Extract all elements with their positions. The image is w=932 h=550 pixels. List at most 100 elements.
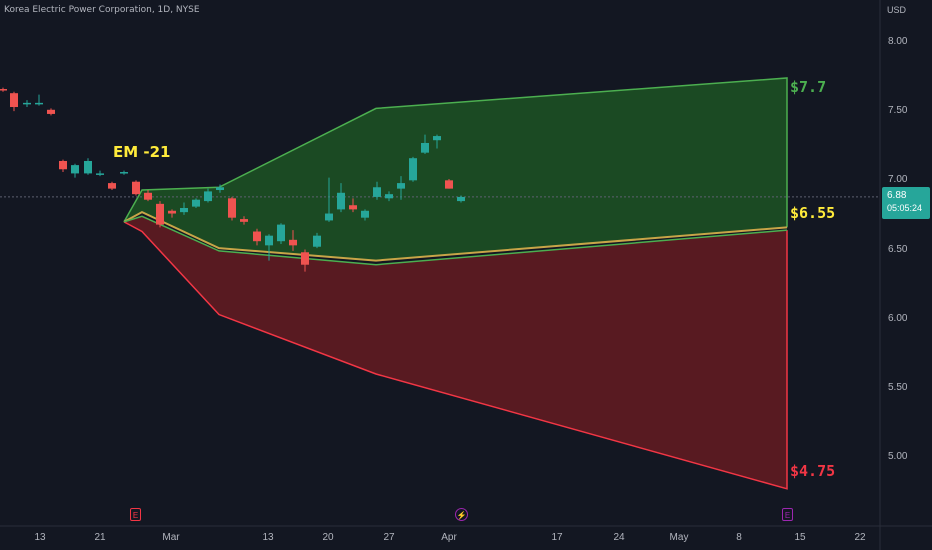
time-tick: 20 — [322, 532, 334, 543]
candle[interactable] — [325, 177, 333, 222]
candle[interactable] — [10, 91, 18, 112]
candle[interactable] — [313, 232, 321, 249]
candle-body — [277, 224, 285, 242]
currency-label: USD — [886, 5, 906, 15]
candle[interactable] — [433, 134, 441, 149]
candle-body — [192, 199, 200, 207]
last-price-tag: 6.88 05:05:24 — [882, 187, 930, 219]
candle[interactable] — [168, 209, 176, 218]
earnings-marker[interactable]: E — [782, 508, 793, 521]
candle[interactable] — [457, 195, 465, 203]
candle[interactable] — [397, 176, 405, 200]
candle[interactable] — [144, 190, 152, 202]
candle[interactable] — [216, 184, 224, 193]
candle[interactable] — [108, 181, 116, 191]
upper-target-label: $7.7 — [790, 78, 827, 96]
candle-body — [445, 180, 453, 189]
candle[interactable] — [445, 178, 453, 189]
candle[interactable] — [421, 134, 429, 155]
candle[interactable] — [120, 170, 128, 175]
candle-body — [132, 181, 140, 195]
lower-zone — [124, 216, 787, 489]
candle-body — [216, 187, 224, 191]
candle-body — [144, 192, 152, 200]
mid-line-lower — [123, 215, 788, 266]
candle-body — [337, 192, 345, 210]
price-tick: 6.00 — [888, 312, 908, 324]
mid-line — [123, 211, 788, 262]
candle[interactable] — [35, 94, 43, 106]
candle-body — [10, 93, 18, 108]
price-tick: 7.00 — [888, 174, 908, 186]
candle[interactable] — [59, 159, 67, 173]
candle-body — [349, 205, 357, 210]
candle-body — [397, 183, 405, 189]
candle-body — [457, 196, 465, 202]
candle[interactable] — [349, 198, 357, 213]
candle[interactable] — [71, 163, 79, 178]
candle[interactable] — [180, 202, 188, 215]
candle-body — [301, 252, 309, 265]
candle-body — [156, 203, 164, 225]
candle-body — [35, 102, 43, 105]
candle-body — [313, 235, 321, 247]
time-tick: 24 — [613, 532, 625, 543]
time-tick: Apr — [441, 532, 457, 543]
time-tick: 13 — [34, 532, 46, 543]
candle-body — [96, 173, 104, 175]
candle-body — [421, 142, 429, 153]
time-tick: May — [669, 532, 689, 543]
candle-body — [47, 109, 55, 114]
bar-countdown: 05:05:24 — [887, 203, 923, 213]
candlesticks[interactable] — [0, 87, 465, 272]
time-tick: 22 — [854, 532, 866, 543]
price-tick: 5.00 — [888, 451, 908, 462]
candle[interactable] — [156, 201, 164, 228]
last-price-value: 6.88 — [887, 190, 907, 201]
candle[interactable] — [96, 170, 104, 177]
price-tick: 5.50 — [888, 381, 908, 393]
candle-body — [433, 136, 441, 141]
candle[interactable] — [132, 180, 140, 196]
candle[interactable] — [265, 234, 273, 261]
candle-body — [240, 219, 248, 222]
lower-zone-line — [123, 221, 788, 490]
candle-body — [265, 235, 273, 246]
candle[interactable] — [228, 196, 236, 221]
candle[interactable] — [301, 249, 309, 272]
chart-title: Korea Electric Power Corporation, 1D, NY… — [4, 5, 200, 15]
candle-body — [409, 158, 417, 181]
candle[interactable] — [84, 158, 92, 175]
candle[interactable] — [204, 188, 212, 203]
earnings-marker[interactable]: E — [130, 508, 141, 521]
candle-body — [253, 231, 261, 242]
candle[interactable] — [385, 191, 393, 202]
candle[interactable] — [192, 198, 200, 208]
candle[interactable] — [23, 100, 31, 108]
candle[interactable] — [409, 156, 417, 182]
upper-zone — [124, 77, 787, 261]
candle[interactable] — [337, 183, 345, 213]
candle[interactable] — [0, 87, 7, 92]
candle-body — [120, 172, 128, 174]
price-tick: 6.50 — [888, 243, 908, 255]
candle[interactable] — [47, 108, 55, 116]
candle-body — [23, 102, 31, 105]
candle-body — [385, 194, 393, 199]
candle[interactable] — [289, 230, 297, 251]
candle-body — [84, 160, 92, 174]
candle[interactable] — [253, 228, 261, 246]
upper-zone-line — [123, 77, 788, 228]
candle-body — [289, 239, 297, 246]
candle[interactable] — [373, 181, 381, 200]
em-label: EM -21 — [113, 143, 171, 161]
candle[interactable] — [277, 223, 285, 244]
candle[interactable] — [361, 209, 369, 221]
candle-body — [204, 191, 212, 202]
candle[interactable] — [240, 216, 248, 225]
dividend-icon[interactable]: ⚡ — [455, 508, 468, 521]
mid-target-label: $6.55 — [790, 204, 836, 222]
candle-body — [373, 187, 381, 197]
candle-body — [325, 213, 333, 221]
